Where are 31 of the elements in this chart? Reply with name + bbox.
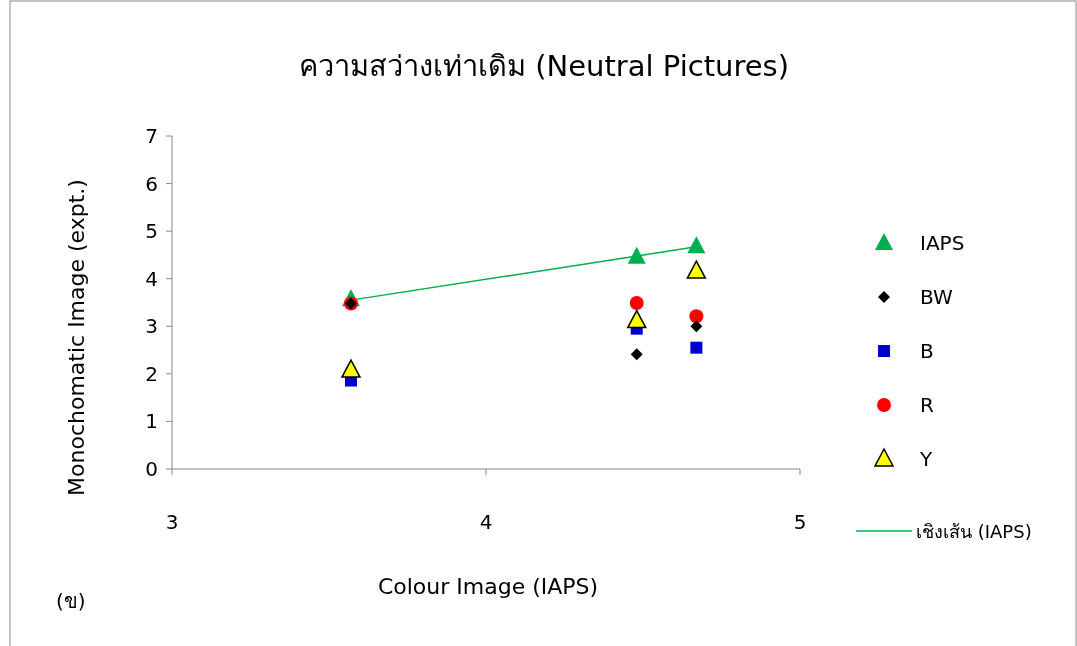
point [689,309,704,324]
y-tick-label: 7 [145,124,158,148]
y-axis-title: Monochomatic Image (expt.) [64,179,89,496]
y-tick-label: 2 [145,361,158,386]
point [626,309,647,329]
x-axis-title: Colour Image (IAPS) [377,574,599,599]
text: (ข) [56,589,86,613]
legend-label: Y [919,447,933,471]
legend-label: เชิงเส้น (IAPS) [916,521,1032,542]
legend-label: IAPS [920,231,965,255]
y-tick-label: 3 [145,314,158,339]
legend-label: R [920,393,934,417]
y-tick-label: 0 [145,457,158,481]
point [690,341,703,354]
point [629,295,644,310]
x-tick-label: 3 [165,510,179,534]
y-tick-label: 1 [145,409,158,434]
legend-label: B [920,339,934,363]
point [690,320,703,333]
chart-title: ความสว่างเท่าเดิม (Neutral Pictures) [299,49,789,83]
y-tick-label: 4 [145,266,158,291]
point [686,260,707,279]
y-tick-label: 6 [145,171,158,196]
point [630,348,643,361]
x-tick-label: 5 [793,510,807,534]
point [687,236,706,254]
point [627,246,646,264]
legend-label: BW [920,285,954,309]
y-tick-label: 5 [145,219,158,244]
x-tick-label: 4 [479,510,493,534]
point [341,359,361,378]
